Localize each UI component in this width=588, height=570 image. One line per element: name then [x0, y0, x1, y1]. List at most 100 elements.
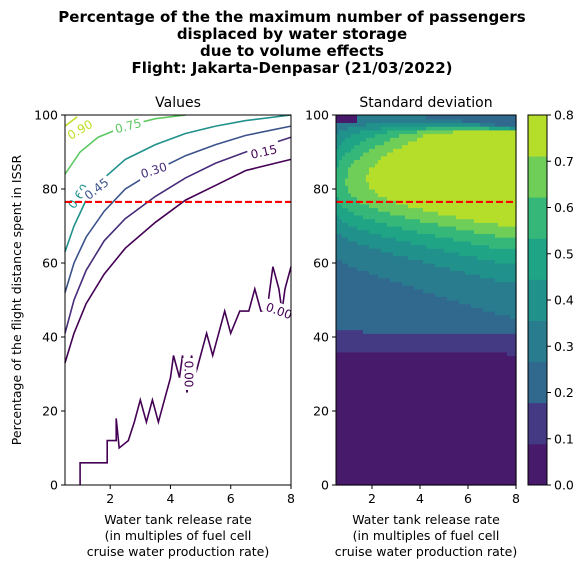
stddev-cell — [465, 163, 469, 168]
stddev-cell — [459, 362, 463, 368]
stddev-cell — [348, 207, 352, 212]
stddev-cell — [471, 140, 475, 146]
stddev-cell — [423, 448, 427, 453]
stddev-cell — [345, 266, 349, 271]
stddev-cell — [396, 296, 400, 301]
stddev-cell — [417, 240, 421, 246]
stddev-cell — [348, 274, 352, 279]
stddev-cell — [408, 285, 412, 290]
stddev-cell — [345, 248, 349, 253]
stddev-cell — [462, 425, 466, 431]
stddev-cell — [429, 370, 433, 375]
stddev-cell — [378, 344, 382, 349]
stddev-cell — [399, 163, 403, 168]
stddev-cell — [393, 115, 397, 120]
stddev-cell — [393, 255, 397, 260]
stddev-cell — [471, 340, 475, 345]
stddev-cell — [450, 436, 454, 442]
stddev-cell — [444, 436, 448, 442]
stddev-cell — [444, 214, 448, 220]
stddev-cell — [339, 318, 343, 323]
stddev-cell — [348, 322, 352, 327]
stddev-cell — [411, 388, 415, 394]
stddev-cell — [435, 207, 439, 212]
stddev-cell — [372, 407, 376, 412]
contour-label-bg-0.15 — [246, 140, 281, 162]
stddev-cell — [390, 481, 394, 486]
stddev-cell — [450, 211, 454, 216]
stddev-cell — [342, 233, 346, 238]
stddev-cell — [336, 388, 340, 394]
stddev-cell — [453, 359, 457, 364]
stddev-cell — [345, 226, 349, 231]
stddev-cell — [429, 307, 433, 312]
stddev-cell — [411, 433, 415, 438]
stddev-cell — [417, 263, 421, 268]
stddev-cell — [441, 118, 445, 123]
stddev-cell — [471, 296, 475, 301]
stddev-cell — [432, 240, 436, 246]
stddev-cell — [456, 466, 460, 471]
stddev-cell — [351, 189, 355, 194]
stddev-cell — [336, 473, 340, 479]
stddev-cell — [480, 481, 484, 486]
stddev-cell — [396, 377, 400, 382]
contour-line-0.00 — [79, 266, 292, 485]
stddev-cell — [390, 392, 394, 397]
stddev-cell — [390, 166, 394, 172]
stddev-cell — [468, 122, 472, 127]
stddev-cell — [450, 166, 454, 172]
stddev-cell — [351, 159, 355, 164]
stddev-cell — [468, 222, 472, 227]
stddev-cell — [402, 296, 406, 301]
stddev-cell — [372, 251, 376, 257]
stddev-cell — [348, 126, 352, 131]
stddev-cell — [441, 459, 445, 464]
stddev-cell — [387, 259, 391, 264]
stddev-cell — [375, 122, 379, 127]
stddev-cell — [474, 418, 478, 423]
stddev-cell — [345, 374, 349, 379]
stddev-cell — [396, 196, 400, 201]
stddev-cell — [408, 422, 412, 427]
stddev-cell — [474, 177, 478, 183]
stddev-cell — [459, 277, 463, 283]
stddev-cell — [336, 399, 340, 405]
stddev-cell — [432, 115, 436, 120]
stddev-cell — [405, 233, 409, 238]
stddev-cell — [336, 277, 340, 283]
stddev-cell — [450, 281, 454, 286]
stddev-cell — [372, 337, 376, 342]
stddev-cell — [390, 451, 394, 456]
stddev-cell — [480, 189, 484, 194]
stddev-cell — [480, 425, 484, 431]
stddev-cell — [459, 351, 463, 357]
stddev-cell — [381, 351, 385, 357]
stddev-cell — [399, 314, 403, 320]
stddev-cell — [468, 214, 472, 220]
stddev-cell — [339, 451, 343, 456]
stddev-cell — [423, 455, 427, 460]
stddev-cell — [423, 470, 427, 475]
stddev-cell — [447, 211, 451, 216]
stddev-cell — [342, 166, 346, 172]
stddev-cell — [432, 229, 436, 234]
stddev-cell — [423, 429, 427, 434]
stddev-cell — [477, 181, 481, 186]
stddev-cell — [480, 292, 484, 297]
stddev-cell — [414, 255, 418, 260]
stddev-cell — [408, 411, 412, 416]
stddev-cell — [420, 266, 424, 271]
stddev-cell — [402, 211, 406, 216]
stddev-cell — [462, 296, 466, 301]
stddev-cell — [381, 126, 385, 131]
stddev-cell — [354, 226, 358, 231]
stddev-cell — [381, 311, 385, 316]
stddev-cell — [438, 433, 442, 438]
stddev-cell — [345, 274, 349, 279]
stddev-cell — [366, 325, 370, 331]
stddev-cell — [414, 118, 418, 123]
stddev-cell — [456, 459, 460, 464]
stddev-cell — [360, 396, 364, 401]
stddev-cell — [342, 189, 346, 194]
